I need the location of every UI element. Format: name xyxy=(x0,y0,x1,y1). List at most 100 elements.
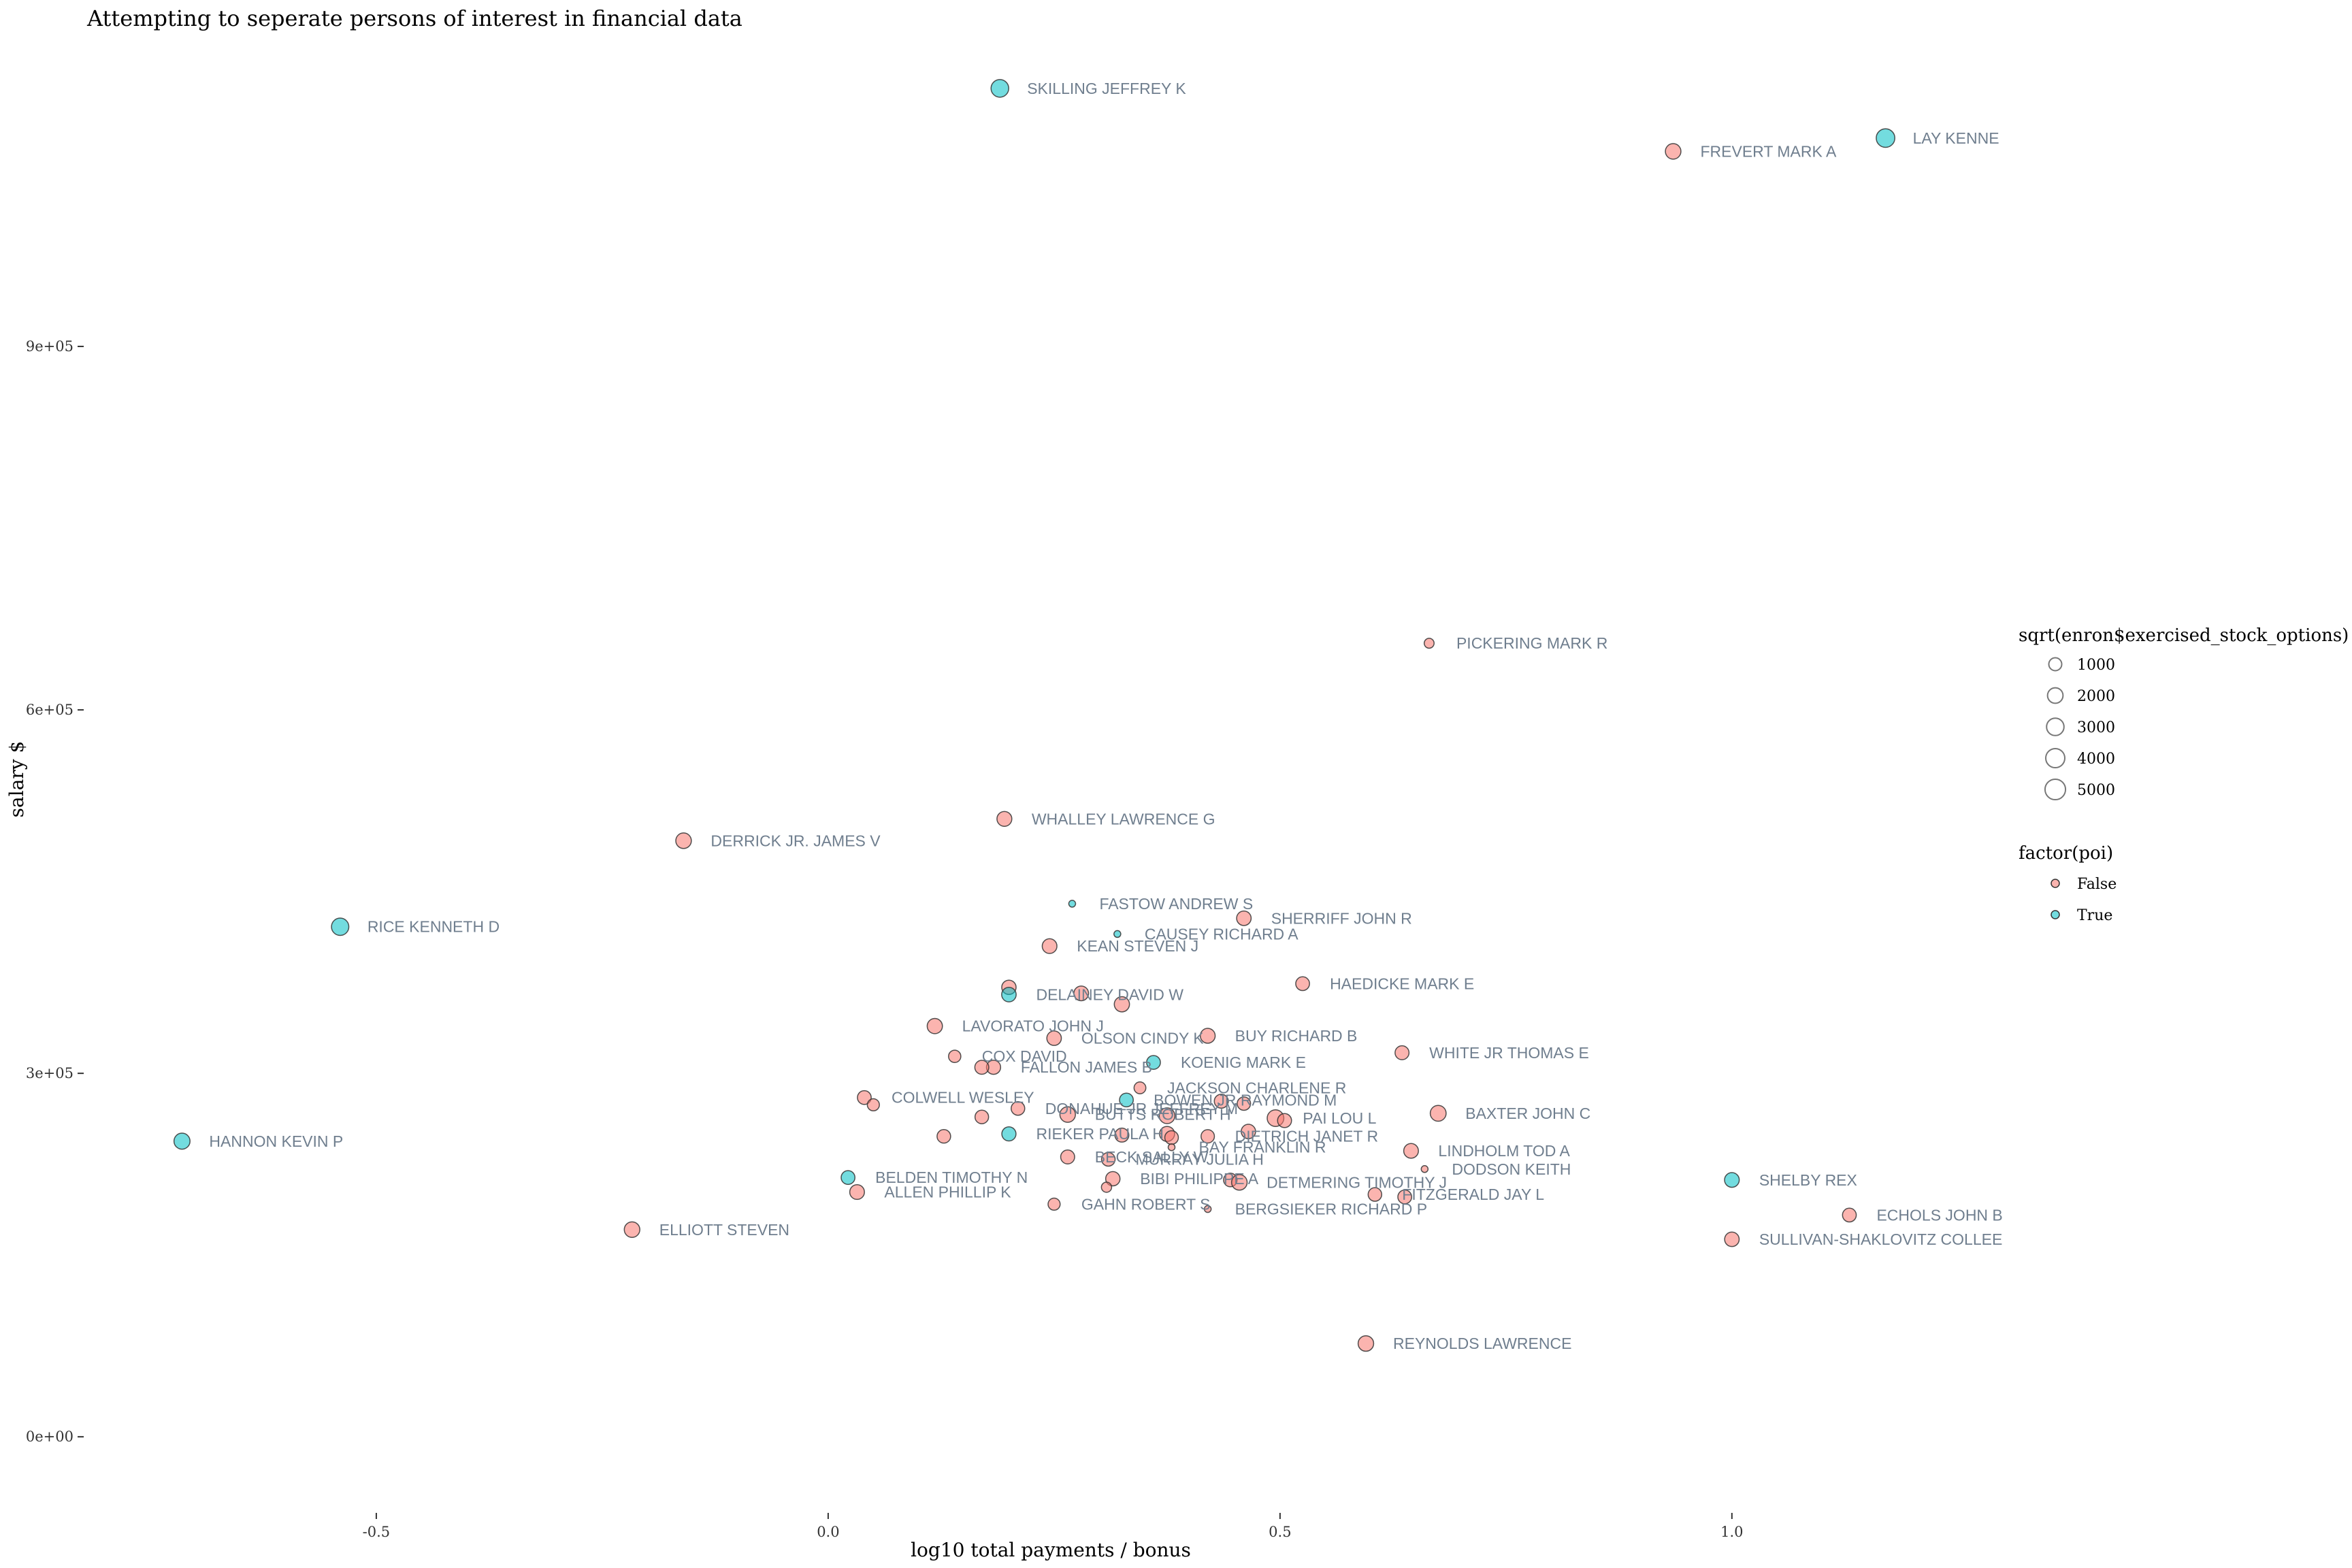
y-tick-label: 0e+00 xyxy=(26,1428,74,1445)
data-point xyxy=(1113,930,1122,938)
color-legend-key xyxy=(2051,910,2060,919)
point-label: BAXTER JOHN C xyxy=(1465,1105,1590,1122)
data-point xyxy=(173,1132,191,1150)
data-point xyxy=(1119,1092,1134,1108)
size-legend-key xyxy=(2045,748,2065,768)
data-point xyxy=(1236,910,1252,926)
size-legend-label: 2000 xyxy=(2077,688,2115,705)
x-axis: -0.5 0.0 0.5 1.0 xyxy=(363,1513,1744,1540)
data-point xyxy=(1230,1174,1248,1191)
point-label: KOENIG MARK E xyxy=(1181,1054,1306,1071)
point-label: ALLEN PHILLIP K xyxy=(884,1183,1011,1201)
data-point xyxy=(1041,938,1058,954)
data-point xyxy=(1237,1096,1252,1111)
data-point xyxy=(1100,1181,1113,1193)
point-label: CAUSEY RICHARD A xyxy=(1145,925,1298,943)
point-label: JACKSON CHARLENE R xyxy=(1167,1079,1346,1097)
point-label: FITZGERALD JAY L xyxy=(1402,1186,1544,1203)
chart-title: Attempting to seperate persons of intere… xyxy=(86,5,742,31)
data-point xyxy=(996,811,1013,827)
data-points xyxy=(173,79,1895,1352)
data-point xyxy=(1001,987,1017,1002)
data-point xyxy=(1068,900,1077,908)
point-label: BAY FRANKLIN R xyxy=(1199,1139,1326,1156)
point-label: GAHN ROBERT S xyxy=(1081,1195,1211,1213)
x-axis-label: log10 total payments / bonus xyxy=(911,1539,1191,1561)
data-point xyxy=(849,1184,865,1200)
x-tick-label: 0.0 xyxy=(817,1524,839,1540)
x-tick-label: 0.5 xyxy=(1269,1524,1291,1540)
data-point xyxy=(990,79,1009,98)
point-label: COX DAVID xyxy=(982,1047,1067,1065)
data-point xyxy=(1420,1165,1429,1173)
color-legend-label: False xyxy=(2077,876,2117,893)
point-label: LINDHOLM TOD A xyxy=(1438,1142,1570,1160)
color-legend-items: False True xyxy=(2051,876,2117,924)
data-point xyxy=(1203,1205,1212,1213)
point-label: LAY KENNE xyxy=(1913,129,1999,147)
data-point xyxy=(1164,1130,1179,1145)
point-label: REYNOLDS LAWRENCE xyxy=(1393,1335,1571,1352)
point-label: SHERRIFF JOHN R xyxy=(1271,909,1412,927)
data-point xyxy=(1100,1152,1116,1167)
data-point xyxy=(1842,1207,1857,1223)
point-label: HANNON KEVIN P xyxy=(209,1132,343,1150)
x-tick-label: 1.0 xyxy=(1720,1524,1743,1540)
point-label: ECHOLS JOHN B xyxy=(1876,1206,2002,1224)
point-label: DERRICK JR. JAMES V xyxy=(710,832,881,849)
point-label: BUY RICHARD B xyxy=(1235,1027,1358,1045)
data-point xyxy=(1199,1028,1216,1044)
x-tick-label: -0.5 xyxy=(363,1524,391,1540)
point-label: COLWELL WESLEY xyxy=(892,1089,1034,1107)
data-point xyxy=(1073,985,1090,1002)
size-legend-key xyxy=(2048,657,2063,672)
size-legend-label: 1000 xyxy=(2077,657,2115,674)
y-tick-label: 6e+05 xyxy=(26,702,74,718)
size-legend-key xyxy=(2046,717,2065,736)
y-axis: 0e+00 3e+05 6e+05 9e+05 xyxy=(26,338,84,1445)
data-point xyxy=(1394,1045,1410,1060)
point-label: RIEKER PAULA H xyxy=(1036,1125,1163,1143)
point-label: KEAN STEVEN J xyxy=(1077,937,1198,955)
data-point xyxy=(1133,1081,1147,1094)
point-label: FREVERT MARK A xyxy=(1701,142,1837,160)
data-point xyxy=(1724,1231,1740,1247)
y-tick-label: 3e+05 xyxy=(26,1065,74,1081)
point-label: WHALLEY LAWRENCE G xyxy=(1032,810,1215,828)
y-axis-label: salary $ xyxy=(5,741,28,818)
data-point xyxy=(857,1090,872,1105)
data-point xyxy=(1167,1143,1176,1152)
data-point xyxy=(866,1098,880,1112)
point-label: SHELBY REX xyxy=(1759,1171,1857,1189)
data-point xyxy=(331,917,350,936)
data-point xyxy=(1724,1172,1740,1188)
color-legend-label: True xyxy=(2077,907,2112,924)
point-label: DELAINEY DAVID W xyxy=(1036,985,1183,1003)
point-label: SULLIVAN-SHAKLOVITZ COLLEE xyxy=(1759,1230,2002,1248)
data-point xyxy=(1059,1106,1076,1123)
data-point xyxy=(840,1170,855,1186)
data-point xyxy=(948,1049,962,1064)
data-point xyxy=(1397,1189,1412,1205)
point-label: DONAHUE JR JEFFREY M xyxy=(1045,1100,1238,1117)
size-legend-title: sqrt(enron$exercised_stock_options) xyxy=(2019,625,2349,646)
size-legend-label: 4000 xyxy=(2077,751,2115,768)
data-point xyxy=(1113,996,1130,1013)
point-label: BIBI PHILIPPE A xyxy=(1140,1170,1259,1188)
point-label: WHITE JR THOMAS E xyxy=(1429,1044,1589,1062)
size-legend-key xyxy=(2044,778,2067,801)
point-label: OLSON CINDY K xyxy=(1081,1030,1204,1047)
data-point xyxy=(1367,1187,1383,1202)
legend: sqrt(enron$exercised_stock_options) 1000… xyxy=(2019,625,2349,924)
data-point xyxy=(974,1109,990,1124)
point-label: ELLIOTT STEVEN xyxy=(659,1221,789,1239)
data-point xyxy=(1001,1126,1017,1142)
data-point xyxy=(1158,1107,1176,1124)
point-label: BUTTS ROBERT H xyxy=(1095,1106,1231,1124)
data-point xyxy=(623,1221,640,1238)
data-point xyxy=(1060,1149,1075,1164)
data-point xyxy=(1200,1129,1215,1144)
data-point xyxy=(1423,638,1435,649)
data-point xyxy=(1665,143,1682,160)
